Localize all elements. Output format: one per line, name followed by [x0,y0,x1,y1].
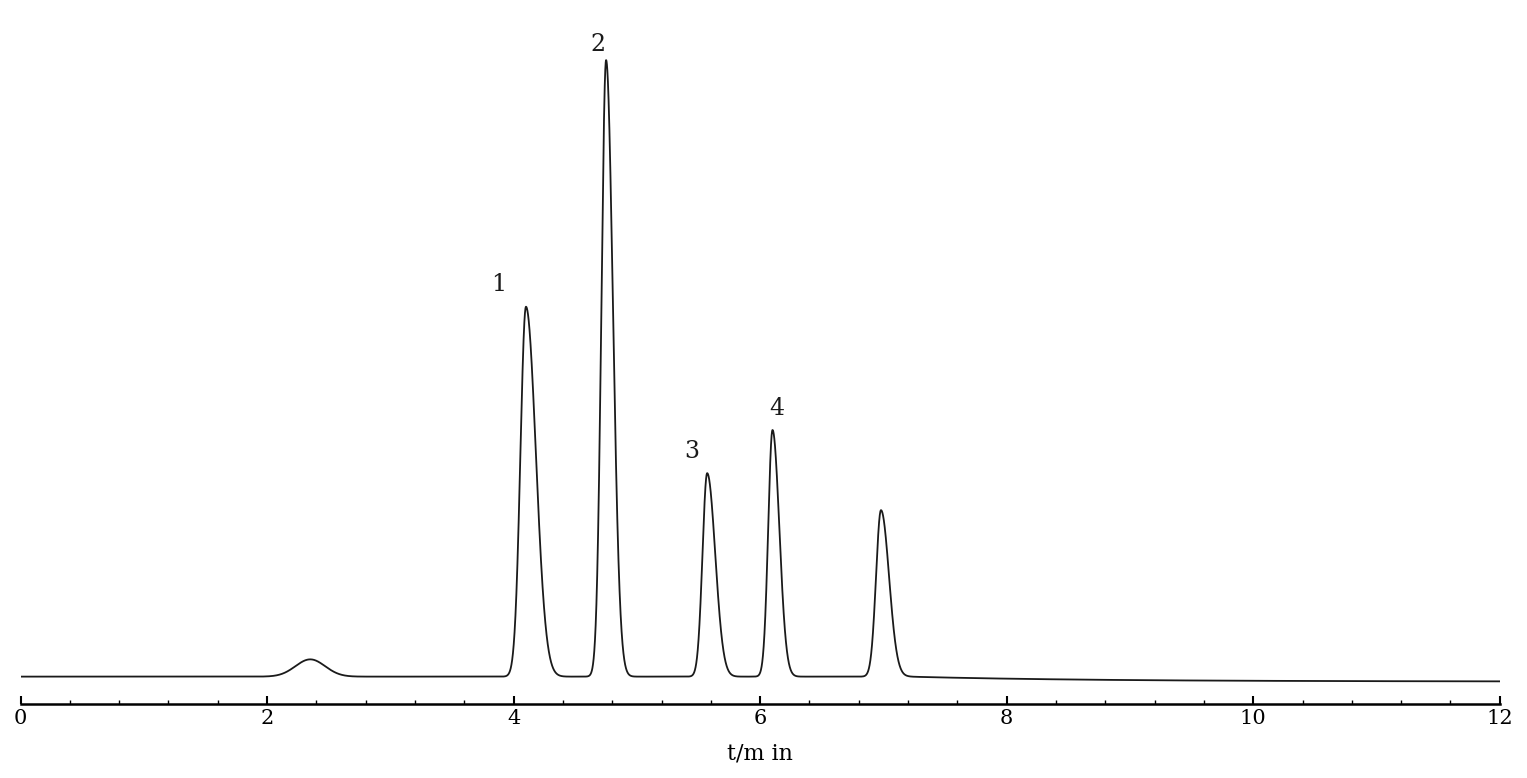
Text: 4: 4 [768,397,783,419]
X-axis label: t/m in: t/m in [727,742,793,764]
Text: 3: 3 [684,440,699,463]
Text: 1: 1 [492,273,507,296]
Text: 2: 2 [589,33,605,56]
